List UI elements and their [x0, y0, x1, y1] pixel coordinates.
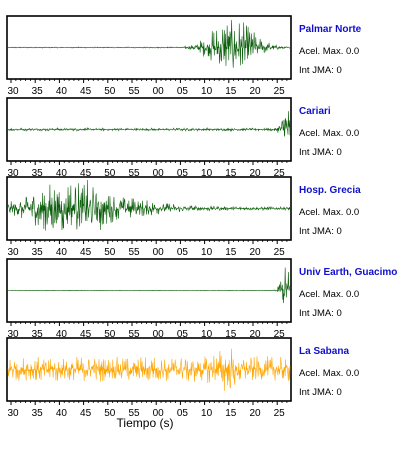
x-tick-label: 50 — [104, 86, 116, 97]
station-name: Palmar Norte — [299, 24, 362, 35]
x-tick-label: 20 — [249, 168, 261, 179]
x-tick-label: 10 — [201, 168, 213, 179]
x-tick-label: 35 — [32, 329, 44, 340]
x-tick-label: 50 — [104, 329, 116, 340]
jma-intensity: Int JMA: 0 — [299, 226, 342, 237]
x-tick-label: 25 — [274, 86, 286, 97]
x-tick-label: 55 — [128, 408, 140, 419]
station-name: La Sabana — [299, 346, 349, 357]
x-axis-title: Tiempo (s) — [117, 416, 174, 430]
x-tick-label: 10 — [201, 408, 213, 419]
x-tick-label: 35 — [32, 247, 44, 258]
x-tick-label: 15 — [225, 329, 237, 340]
x-tick-label: 55 — [128, 86, 140, 97]
x-tick-label: 05 — [177, 329, 189, 340]
station-name: Cariari — [299, 106, 331, 117]
waveform-trace — [7, 179, 291, 231]
station-name: Univ Earth, Guacimo — [299, 267, 397, 278]
panel-2: 30 35 40 45 50 55 00 05 10 15 20 25 Cariari Acel. Max… — [6, 97, 359, 179]
x-tick-label: 00 — [153, 329, 165, 340]
x-tick-label: 45 — [80, 86, 92, 97]
x-tick-label: 10 — [201, 329, 213, 340]
x-tick-label: 50 — [104, 247, 116, 258]
x-tick-label: 10 — [201, 247, 213, 258]
x-tick-label: 00 — [153, 86, 165, 97]
x-tick-label: 20 — [249, 329, 261, 340]
jma-intensity: Int JMA: 0 — [299, 308, 342, 319]
x-tick-label: 05 — [177, 168, 189, 179]
x-tick-label: 00 — [153, 408, 165, 419]
jma-intensity: Int JMA: 0 — [299, 387, 342, 398]
panel-frame — [6, 337, 292, 402]
x-tick-label: 10 — [201, 86, 213, 97]
station-name: Hosp. Grecia — [299, 185, 361, 196]
x-tick-label: 35 — [32, 408, 44, 419]
max-acceleration: Acel. Max. 0.0 — [299, 207, 359, 218]
waveform-trace — [7, 111, 291, 137]
x-tick-label: 40 — [56, 329, 68, 340]
x-tick-label: 25 — [274, 408, 286, 419]
x-tick-label: 40 — [56, 408, 68, 419]
x-tick-label: 20 — [249, 86, 261, 97]
x-tick-label: 20 — [249, 408, 261, 419]
panel-4: 30 35 40 45 50 55 00 05 10 15 20 25 Univ Earth, Guac… — [6, 258, 397, 340]
x-tick-label: 15 — [225, 408, 237, 419]
x-tick-label: 40 — [56, 86, 68, 97]
x-tick-label: 35 — [32, 168, 44, 179]
x-tick-label: 05 — [177, 408, 189, 419]
x-tick-label: 40 — [56, 168, 68, 179]
x-tick-label: 00 — [153, 247, 165, 258]
x-tick-label: 25 — [274, 247, 286, 258]
x-tick-label: 30 — [7, 247, 19, 258]
max-acceleration: Acel. Max. 0.0 — [299, 289, 359, 300]
x-tick-label: 30 — [7, 86, 19, 97]
x-tick-label: 15 — [225, 168, 237, 179]
x-tick-label: 15 — [225, 86, 237, 97]
panel-frame — [6, 97, 292, 162]
jma-intensity: Int JMA: 0 — [299, 147, 342, 158]
x-tick-label: 40 — [56, 247, 68, 258]
x-tick-label: 15 — [225, 247, 237, 258]
waveform-trace — [7, 20, 291, 68]
panel-5: 30 35 40 45 50 55 00 05 10 15 20 25 La Sabana Acel. M… — [6, 337, 359, 419]
jma-intensity: Int JMA: 0 — [299, 65, 342, 76]
x-tick-label: 00 — [153, 168, 165, 179]
x-tick-label: 25 — [274, 168, 286, 179]
panel-3: 30 35 40 45 50 55 00 05 10 15 20 25 Hosp. Grecia Acel… — [6, 176, 361, 258]
x-tick-label: 30 — [7, 408, 19, 419]
panel-1: 30 35 40 45 50 55 00 05 10 15 20 25 Palmar Norte Acel… — [6, 15, 362, 97]
x-tick-label: 45 — [80, 408, 92, 419]
max-acceleration: Acel. Max. 0.0 — [299, 368, 359, 379]
x-tick-label: 30 — [7, 329, 19, 340]
panel-frame — [6, 258, 292, 323]
waveform-trace — [7, 267, 291, 304]
x-tick-label: 50 — [104, 408, 116, 419]
x-tick-label: 05 — [177, 247, 189, 258]
x-tick-label: 20 — [249, 247, 261, 258]
x-tick-label: 05 — [177, 86, 189, 97]
x-tick-label: 55 — [128, 247, 140, 258]
x-tick-label: 50 — [104, 168, 116, 179]
waveform-trace — [7, 348, 291, 391]
x-tick-label: 45 — [80, 168, 92, 179]
x-tick-label: 55 — [128, 168, 140, 179]
x-tick-label: 55 — [128, 329, 140, 340]
panel-frame — [6, 15, 292, 80]
panel-frame — [6, 176, 292, 241]
x-tick-label: 45 — [80, 247, 92, 258]
x-tick-label: 30 — [7, 168, 19, 179]
x-tick-label: 35 — [32, 86, 44, 97]
x-tick-label: 25 — [274, 329, 286, 340]
max-acceleration: Acel. Max. 0.0 — [299, 128, 359, 139]
x-tick-label: 45 — [80, 329, 92, 340]
max-acceleration: Acel. Max. 0.0 — [299, 46, 359, 57]
